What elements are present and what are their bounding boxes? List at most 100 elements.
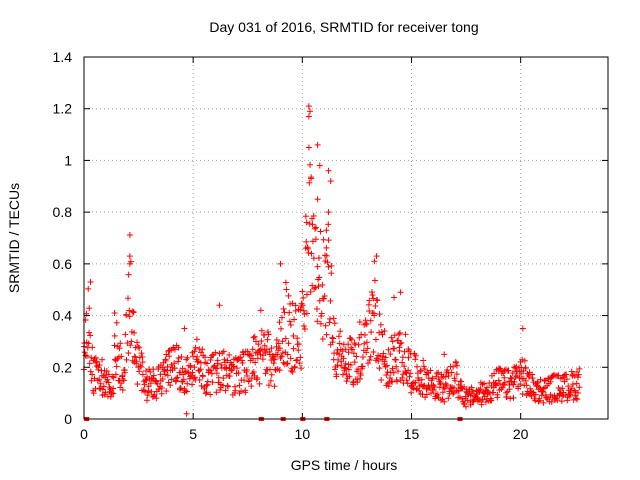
data-point xyxy=(441,398,448,405)
data-point xyxy=(256,380,263,387)
data-point xyxy=(406,373,413,380)
data-point xyxy=(507,374,514,381)
data-point xyxy=(312,236,319,243)
data-point xyxy=(145,383,152,390)
data-point xyxy=(353,353,360,360)
data-point xyxy=(191,364,198,371)
data-point xyxy=(126,260,133,267)
data-point xyxy=(285,340,292,347)
data-point xyxy=(250,334,257,341)
data-point xyxy=(513,363,520,370)
data-point xyxy=(494,391,501,398)
data-point xyxy=(220,348,227,355)
data-point xyxy=(208,370,215,377)
data-point xyxy=(298,300,305,307)
data-point xyxy=(527,385,534,392)
plot-frame xyxy=(83,56,609,420)
data-point xyxy=(390,369,397,376)
data-point xyxy=(221,356,228,363)
data-point xyxy=(214,357,221,364)
data-point xyxy=(89,344,96,351)
data-point xyxy=(478,397,485,404)
data-point xyxy=(508,378,515,385)
data-point xyxy=(156,385,163,392)
data-point xyxy=(330,315,337,322)
data-point xyxy=(373,253,380,260)
data-point xyxy=(491,370,498,377)
data-point xyxy=(250,369,257,376)
data-point xyxy=(335,356,342,363)
data-point xyxy=(265,331,272,338)
data-point xyxy=(127,342,134,349)
data-point xyxy=(396,329,403,336)
data-point xyxy=(316,274,323,281)
data-point xyxy=(220,375,227,382)
data-point xyxy=(501,379,508,386)
data-point xyxy=(529,375,536,382)
data-point xyxy=(85,340,92,347)
data-point xyxy=(325,237,332,244)
data-point xyxy=(413,386,420,393)
data-point xyxy=(113,319,120,326)
data-point xyxy=(284,351,291,358)
data-point xyxy=(412,356,419,363)
data-point xyxy=(488,397,495,404)
data-point xyxy=(118,380,125,387)
data-point xyxy=(248,352,255,359)
data-point xyxy=(317,228,324,235)
data-point xyxy=(149,375,156,382)
y-tick-label: 1.2 xyxy=(53,101,73,117)
data-point xyxy=(134,339,141,346)
data-point xyxy=(277,325,284,332)
data-point xyxy=(376,329,383,336)
data-point xyxy=(104,376,111,383)
data-point xyxy=(300,307,307,314)
data-point xyxy=(158,390,165,397)
data-point xyxy=(198,382,205,389)
data-point xyxy=(266,382,273,389)
data-point xyxy=(333,371,340,378)
data-point xyxy=(532,391,539,398)
data-point xyxy=(158,384,165,391)
data-point xyxy=(493,382,500,389)
data-point xyxy=(218,362,225,369)
data-point xyxy=(95,366,102,373)
data-point xyxy=(305,249,312,256)
data-point xyxy=(454,388,461,395)
data-point xyxy=(522,365,529,372)
data-point xyxy=(448,369,455,376)
data-point xyxy=(181,325,188,332)
data-point xyxy=(161,366,168,373)
data-point xyxy=(573,380,580,387)
data-point xyxy=(431,384,438,391)
data-point xyxy=(217,387,224,394)
data-point xyxy=(548,398,555,405)
data-point xyxy=(346,373,353,380)
data-point xyxy=(301,326,308,333)
data-point xyxy=(331,366,338,373)
data-point xyxy=(329,335,336,342)
data-point xyxy=(295,347,302,354)
data-point xyxy=(355,341,362,348)
data-point xyxy=(131,353,138,360)
data-point xyxy=(289,368,296,375)
data-point xyxy=(105,371,112,378)
data-point xyxy=(327,297,334,304)
data-point xyxy=(374,297,381,304)
data-point xyxy=(283,361,290,368)
data-point xyxy=(391,294,398,301)
data-point xyxy=(395,331,402,338)
data-point xyxy=(499,384,506,391)
data-point xyxy=(420,363,427,370)
data-point xyxy=(238,388,245,395)
data-point xyxy=(495,377,502,384)
data-point xyxy=(366,357,373,364)
data-point xyxy=(150,372,157,379)
data-point xyxy=(278,353,285,360)
data-point xyxy=(288,367,295,374)
data-point xyxy=(408,389,415,396)
data-point xyxy=(164,372,171,379)
data-point xyxy=(414,363,421,370)
data-point xyxy=(179,365,186,372)
